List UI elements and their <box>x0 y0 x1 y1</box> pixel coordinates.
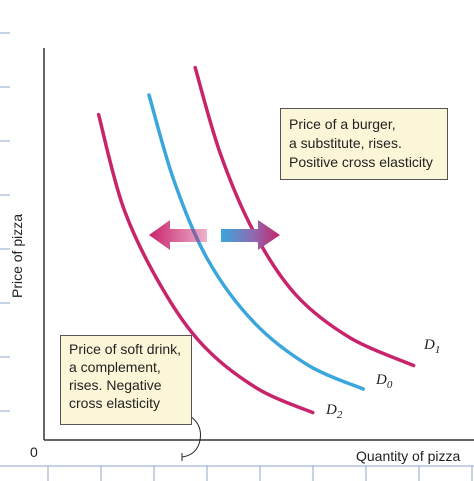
annotation-line: Positive cross elasticity <box>289 154 433 170</box>
curve-label-d1: D1 <box>423 337 440 356</box>
demand-curve-d1 <box>193 65 416 368</box>
annotation-line: rises. Negative <box>69 377 162 393</box>
demand-curves <box>96 65 416 415</box>
shift-left-arrow <box>149 220 207 250</box>
curve-label-d2: D2 <box>325 402 343 421</box>
annotation-line: cross elasticity <box>69 395 161 411</box>
x-axis-label: Quantity of pizza <box>356 448 460 464</box>
annotation-line: Price of soft drink, <box>69 341 182 357</box>
annotation-line: a substitute, rises. <box>289 135 402 151</box>
annotation-line: Price of a burger, <box>289 116 396 132</box>
origin-label: 0 <box>30 444 38 460</box>
y-axis-label: Price of pizza <box>9 214 25 298</box>
substitute-annotation: Price of a burger, a substitute, rises. … <box>280 108 448 180</box>
demand-curve-d2 <box>96 112 315 415</box>
curve-label-d0: D0 <box>375 372 393 391</box>
annotation-line: a complement, <box>69 359 161 375</box>
demand-curve-d0 <box>147 93 365 391</box>
axis-ticks <box>0 32 474 481</box>
complement-annotation: Price of soft drink, a complement, rises… <box>60 335 192 425</box>
shift-right-arrow <box>221 220 280 250</box>
